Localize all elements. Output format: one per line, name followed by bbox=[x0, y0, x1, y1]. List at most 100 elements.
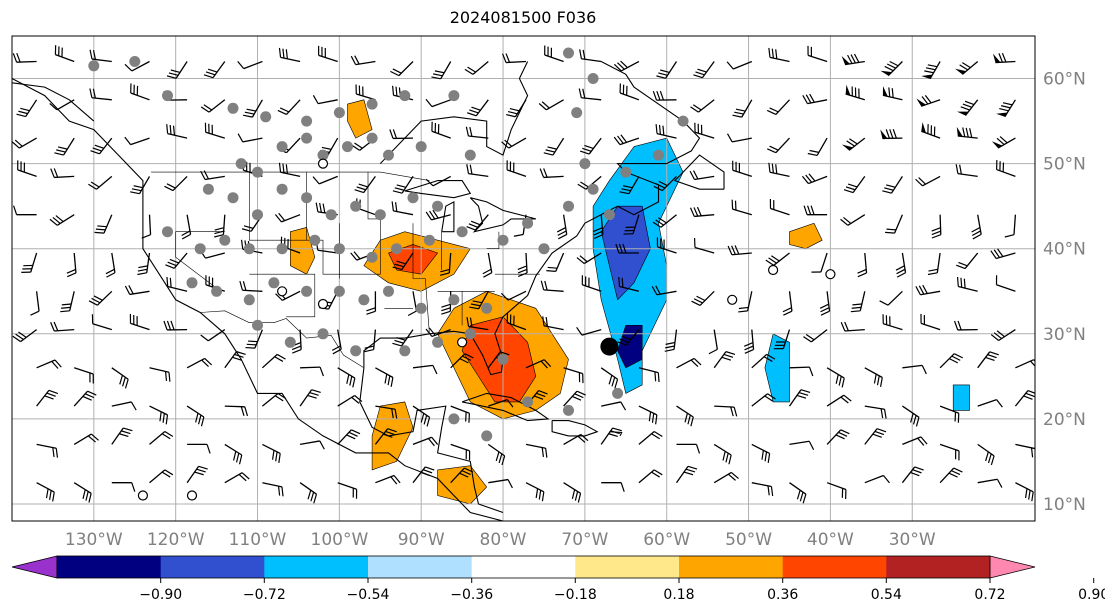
wind-barb bbox=[556, 214, 568, 240]
wind-barb bbox=[312, 95, 338, 105]
station-marker-calm bbox=[277, 286, 288, 297]
map-background bbox=[12, 36, 1035, 521]
wind-barb bbox=[54, 45, 75, 63]
station-marker bbox=[317, 328, 329, 340]
wind-barb bbox=[638, 431, 663, 445]
wind-barb bbox=[204, 122, 225, 139]
wind-barb bbox=[299, 389, 321, 407]
station-marker bbox=[407, 192, 419, 204]
wind-barb bbox=[203, 61, 226, 79]
wind-barb bbox=[880, 60, 903, 77]
wind-barb bbox=[50, 321, 75, 332]
wind-barb bbox=[21, 252, 38, 273]
station-marker bbox=[219, 234, 231, 246]
station-marker bbox=[563, 47, 574, 59]
station-marker bbox=[162, 226, 173, 238]
wind-barb bbox=[105, 252, 116, 278]
wind-barb bbox=[488, 478, 513, 489]
wind-barb bbox=[845, 84, 865, 101]
wind-barb bbox=[36, 389, 59, 407]
wind-barb bbox=[920, 313, 941, 331]
wind-barb bbox=[576, 252, 602, 265]
wind-barb bbox=[927, 252, 941, 276]
station-marker bbox=[448, 294, 460, 306]
colorbar-tick-label: −0.36 bbox=[450, 587, 493, 603]
wind-barb bbox=[996, 99, 1016, 118]
wind-barb bbox=[714, 405, 738, 417]
wind-barb bbox=[16, 99, 38, 118]
wind-barb bbox=[826, 367, 845, 388]
wind-barb bbox=[166, 276, 188, 292]
lon-label: 130°W bbox=[65, 530, 123, 550]
station-marker bbox=[571, 107, 583, 119]
station-marker bbox=[432, 200, 444, 212]
station-marker bbox=[243, 243, 255, 255]
wind-barb bbox=[977, 398, 1003, 408]
wind-barb bbox=[601, 482, 625, 492]
wind-barb bbox=[578, 88, 602, 101]
wind-barb bbox=[579, 137, 602, 155]
wind-barb bbox=[502, 53, 527, 64]
wind-barb bbox=[392, 329, 414, 347]
station-marker-calm bbox=[727, 294, 738, 305]
wind-barb bbox=[318, 45, 338, 63]
wind-barb bbox=[713, 471, 739, 484]
wind-barb bbox=[563, 433, 589, 445]
station-marker bbox=[653, 149, 664, 161]
wind-barb bbox=[439, 252, 452, 276]
wind-barb bbox=[990, 248, 1016, 260]
wind-barb bbox=[801, 173, 828, 185]
wind-barb bbox=[921, 61, 941, 80]
wind-barb bbox=[299, 440, 325, 450]
wind-barb bbox=[506, 313, 527, 331]
wind-barb bbox=[955, 61, 979, 75]
wind-barb bbox=[149, 469, 174, 484]
wind-barb bbox=[466, 317, 489, 331]
lat-label: 50°N bbox=[1043, 155, 1086, 175]
wind-barb bbox=[187, 443, 211, 454]
wind-barb bbox=[751, 393, 776, 407]
wind-barb bbox=[242, 99, 263, 118]
wind-barb bbox=[542, 316, 564, 331]
wind-barb bbox=[563, 482, 582, 503]
lon-label: 110°W bbox=[229, 530, 287, 550]
wind-barb bbox=[593, 214, 604, 239]
wind-barb bbox=[901, 466, 924, 484]
wind-barb bbox=[488, 398, 514, 408]
station-marker bbox=[423, 234, 435, 246]
station-marker-calm bbox=[137, 490, 148, 501]
state-border bbox=[200, 310, 365, 369]
wind-barb bbox=[546, 252, 565, 273]
station-marker bbox=[252, 209, 263, 221]
wind-barb bbox=[1004, 214, 1017, 238]
station-marker bbox=[301, 115, 313, 127]
wind-barb bbox=[664, 329, 678, 352]
wind-barb bbox=[375, 474, 401, 485]
wind-barb bbox=[789, 440, 815, 450]
wind-barb bbox=[619, 176, 640, 195]
station-marker bbox=[358, 294, 370, 306]
colorbar-segment bbox=[264, 556, 369, 578]
wind-barb bbox=[149, 431, 174, 445]
wind-barb bbox=[466, 164, 489, 178]
anomaly-positive-caribbean bbox=[437, 465, 488, 505]
wind-barb bbox=[921, 122, 941, 139]
wind-barb bbox=[245, 329, 264, 349]
lat-label: 10°N bbox=[1043, 495, 1086, 515]
station-marker bbox=[252, 166, 263, 178]
wind-barb bbox=[186, 357, 213, 369]
wind-barb bbox=[13, 205, 37, 216]
wind-barb bbox=[73, 390, 97, 407]
wind-barb bbox=[465, 126, 489, 139]
wind-barb bbox=[130, 176, 151, 195]
wind-barb bbox=[841, 137, 866, 151]
wind-barb bbox=[412, 405, 431, 427]
station-marker bbox=[317, 149, 329, 161]
colorbar-segment bbox=[886, 556, 991, 578]
station-marker bbox=[186, 277, 198, 289]
colorbar-tick-label: 0.18 bbox=[663, 587, 694, 603]
wind-barb bbox=[392, 176, 414, 194]
wind-barb bbox=[467, 99, 489, 117]
wind-barb bbox=[957, 99, 979, 116]
wind-barb bbox=[638, 405, 658, 425]
